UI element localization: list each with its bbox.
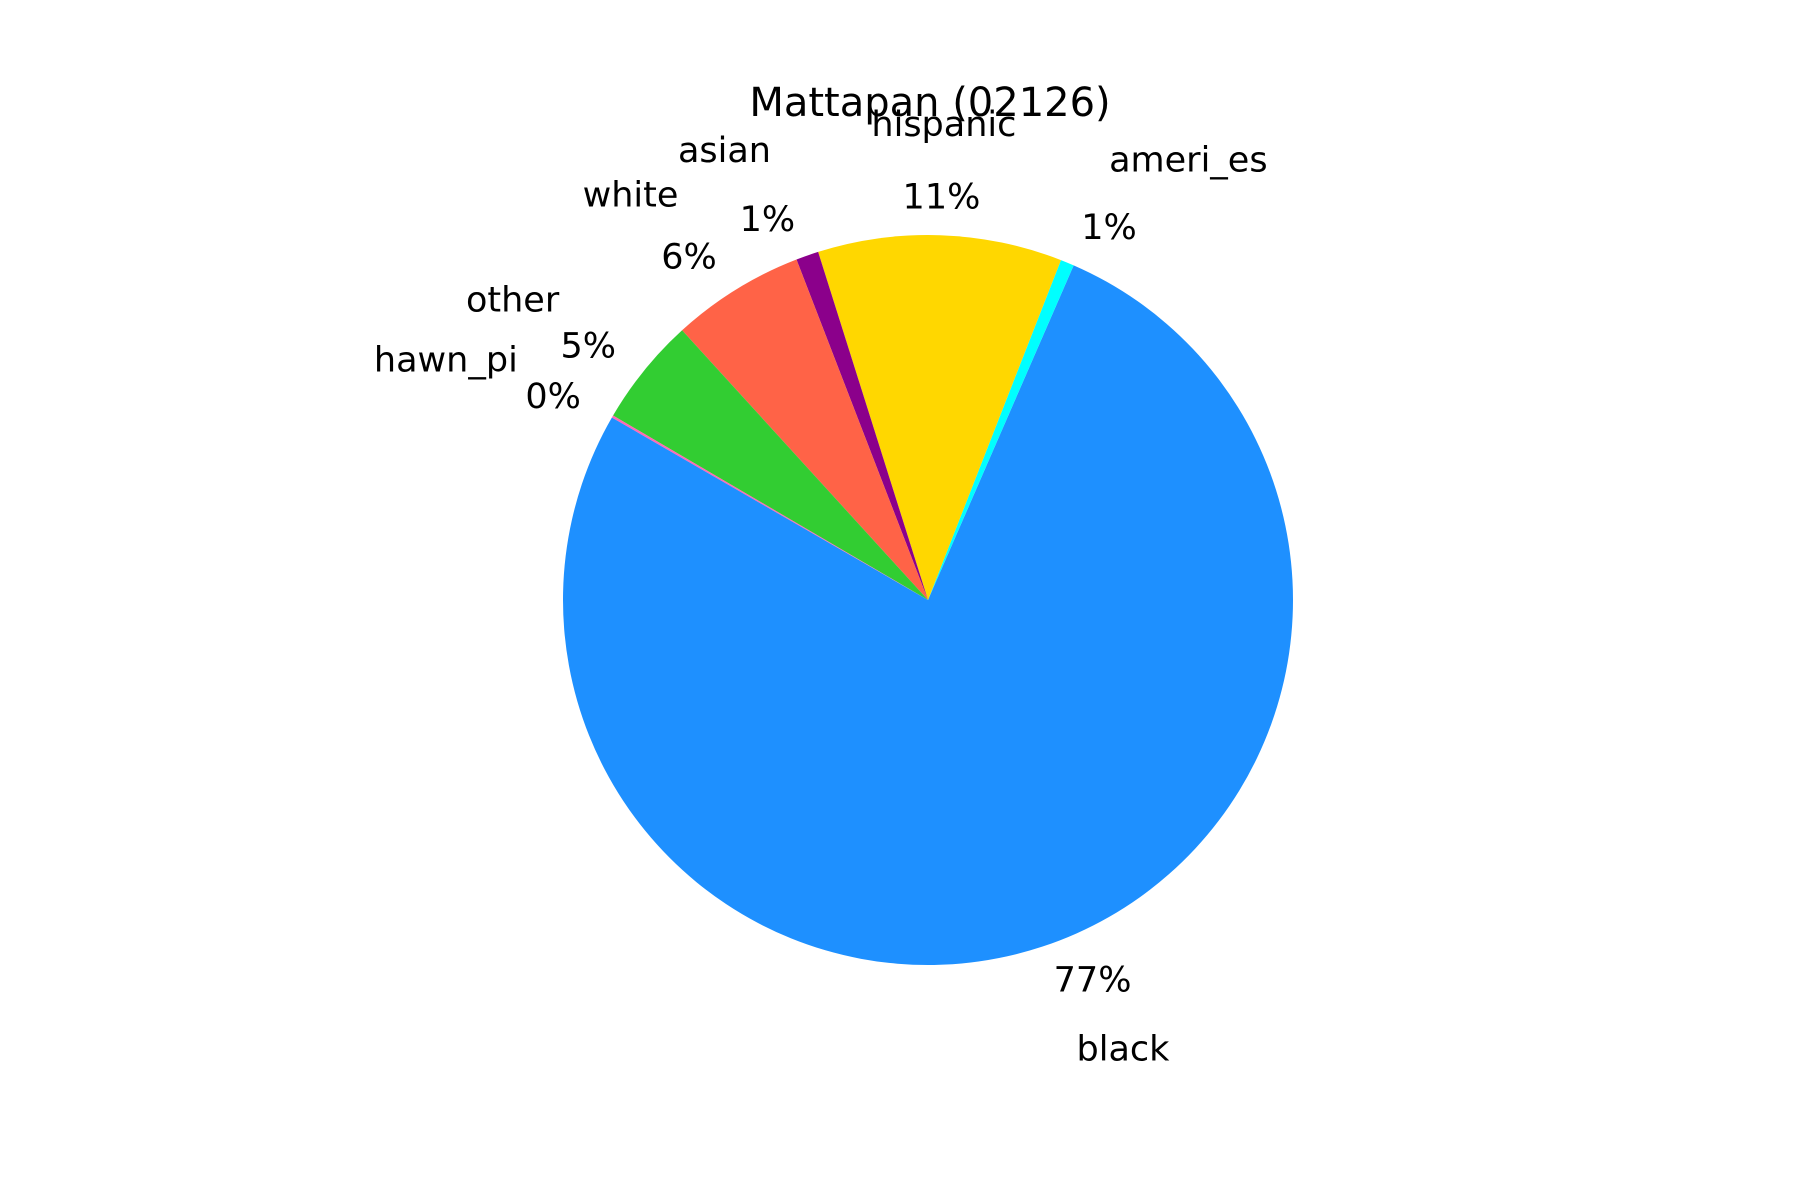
slice-label-ameri-es: ameri_es <box>1109 140 1267 180</box>
pct-label-hispanic: 11% <box>903 178 981 218</box>
pct-label-other: 5% <box>560 326 616 366</box>
chart-title: Mattapan (02126) <box>749 80 1110 126</box>
pct-label-asian: 1% <box>740 200 796 240</box>
pie-labels: 77% black 1% ameri_es 11% hispanic 1% asian 6% wh… <box>374 105 1268 1070</box>
slice-label-black: black <box>1077 1030 1171 1070</box>
pct-label-ameri-es: 1% <box>1081 208 1137 248</box>
pie-slices <box>563 235 1293 966</box>
slice-label-white: white <box>583 175 679 215</box>
pie-slice-hispanic <box>818 235 1061 601</box>
pie-slice-other <box>613 330 928 600</box>
slice-label-hawn-pi: hawn_pi <box>374 340 518 380</box>
pct-label-black: 77% <box>1054 960 1132 1000</box>
pie-slice-hawn-pi <box>611 415 928 600</box>
pie-slice-white <box>682 259 928 600</box>
slice-label-asian: asian <box>678 131 771 171</box>
pct-label-hawn-pi: 0% <box>525 377 581 417</box>
slice-label-other: other <box>466 280 560 320</box>
pie-slice-asian <box>796 251 928 600</box>
slice-label-hispanic: hispanic <box>871 105 1016 145</box>
pie-slice-black <box>563 265 1293 966</box>
pie-slice-ameri-es <box>928 260 1074 600</box>
pct-label-white: 6% <box>661 238 717 278</box>
